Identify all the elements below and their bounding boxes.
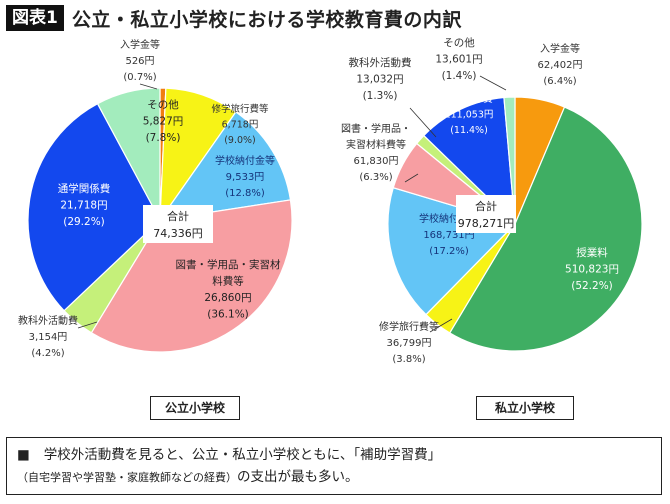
slice-label: 図書・学用品・実習材料費等 26,860円(36.1%) [176,258,281,321]
label-leader-line [77,321,98,329]
note-box: ■ 学校外活動費を見ると、公立・私立小学校ともに、「補助学習費」 （自宅学習や学習塾… [6,437,662,495]
pie-slice [158,111,292,221]
slice-label: 教科外活動費 13,032円(1.3%) [349,56,412,102]
label-leader-line [404,173,419,183]
slice-label: 修学旅行費等 6,718円(9.0%) [211,103,269,146]
pie-slice [503,96,516,225]
total-label: 合計 [475,199,497,213]
note-paren-text: （自宅学習や学習塾・家庭教師などの経費） [17,471,237,484]
label-leader-line [429,318,453,333]
chart-title-private: 私立小学校 [476,396,574,420]
figure-badge: 図表1 [6,5,64,31]
figure-title-bar: 図表1 公立・私立小学校における学校教育費の内訳 [6,4,462,32]
slice-label: 修学旅行費等 36,799円(3.8%) [379,320,439,365]
note-main-text: 学校外活動費を見ると、公立・私立小学校ともに、「補助学習費」 [43,447,442,463]
slice-label: 通学関係費 111,053円(11.4%) [445,93,494,136]
slice-label: 学校納付金等 9,533円(12.8%) [215,154,275,199]
pie-chart-1: 入学金等 62,402円(6.4%) 授業料 510,823円(52.2%) 修学旅行費… [341,36,643,365]
slice-label: 図書・学用品・実習材料費等 61,830円(6.3%) [341,122,411,183]
pie-chart-0: 入学金等 526円(0.7%) 修学旅行費等 6,718円(9.0%) 学校納付金等 9,… [18,38,293,359]
pie-slice [96,87,161,221]
slice-label: 入学金等 526円(0.7%) [120,38,160,83]
slice-label: 教科外活動費 3,154円(4.2%) [18,314,78,359]
note-bullet: ■ [17,447,30,463]
slice-label: 通学関係費 21,718円(29.2%) [58,182,111,228]
label-leader-line [139,83,158,90]
slice-label: 授業料 510,823円(52.2%) [565,246,619,292]
slice-label: 入学金等 62,402円(6.4%) [538,42,583,87]
total-label: 合計 [167,209,189,223]
page-title: 公立・私立小学校における学校教育費の内訳 [71,8,462,31]
pie-slice [90,199,293,353]
slice-label: その他 13,601円(1.4%) [435,36,482,82]
total-box [456,195,516,233]
pie-slice [27,102,161,312]
chart-title-public: 公立小学校 [150,396,240,420]
note-tail-text: の支出が最も多い。 [237,469,359,485]
total-value: 74,336円 [153,227,203,240]
total-value: 978,271円 [458,217,515,230]
label-leader-line [409,107,437,138]
pie-slice [422,96,516,226]
label-leader-line [479,75,507,91]
pie-charts: 入学金等 526円(0.7%) 修学旅行費等 6,718円(9.0%) 学校納付金等 9,… [18,36,643,365]
slice-label: その他 5,827円(7.8%) [143,98,184,144]
pie-slice [448,106,643,352]
total-box [143,205,213,243]
